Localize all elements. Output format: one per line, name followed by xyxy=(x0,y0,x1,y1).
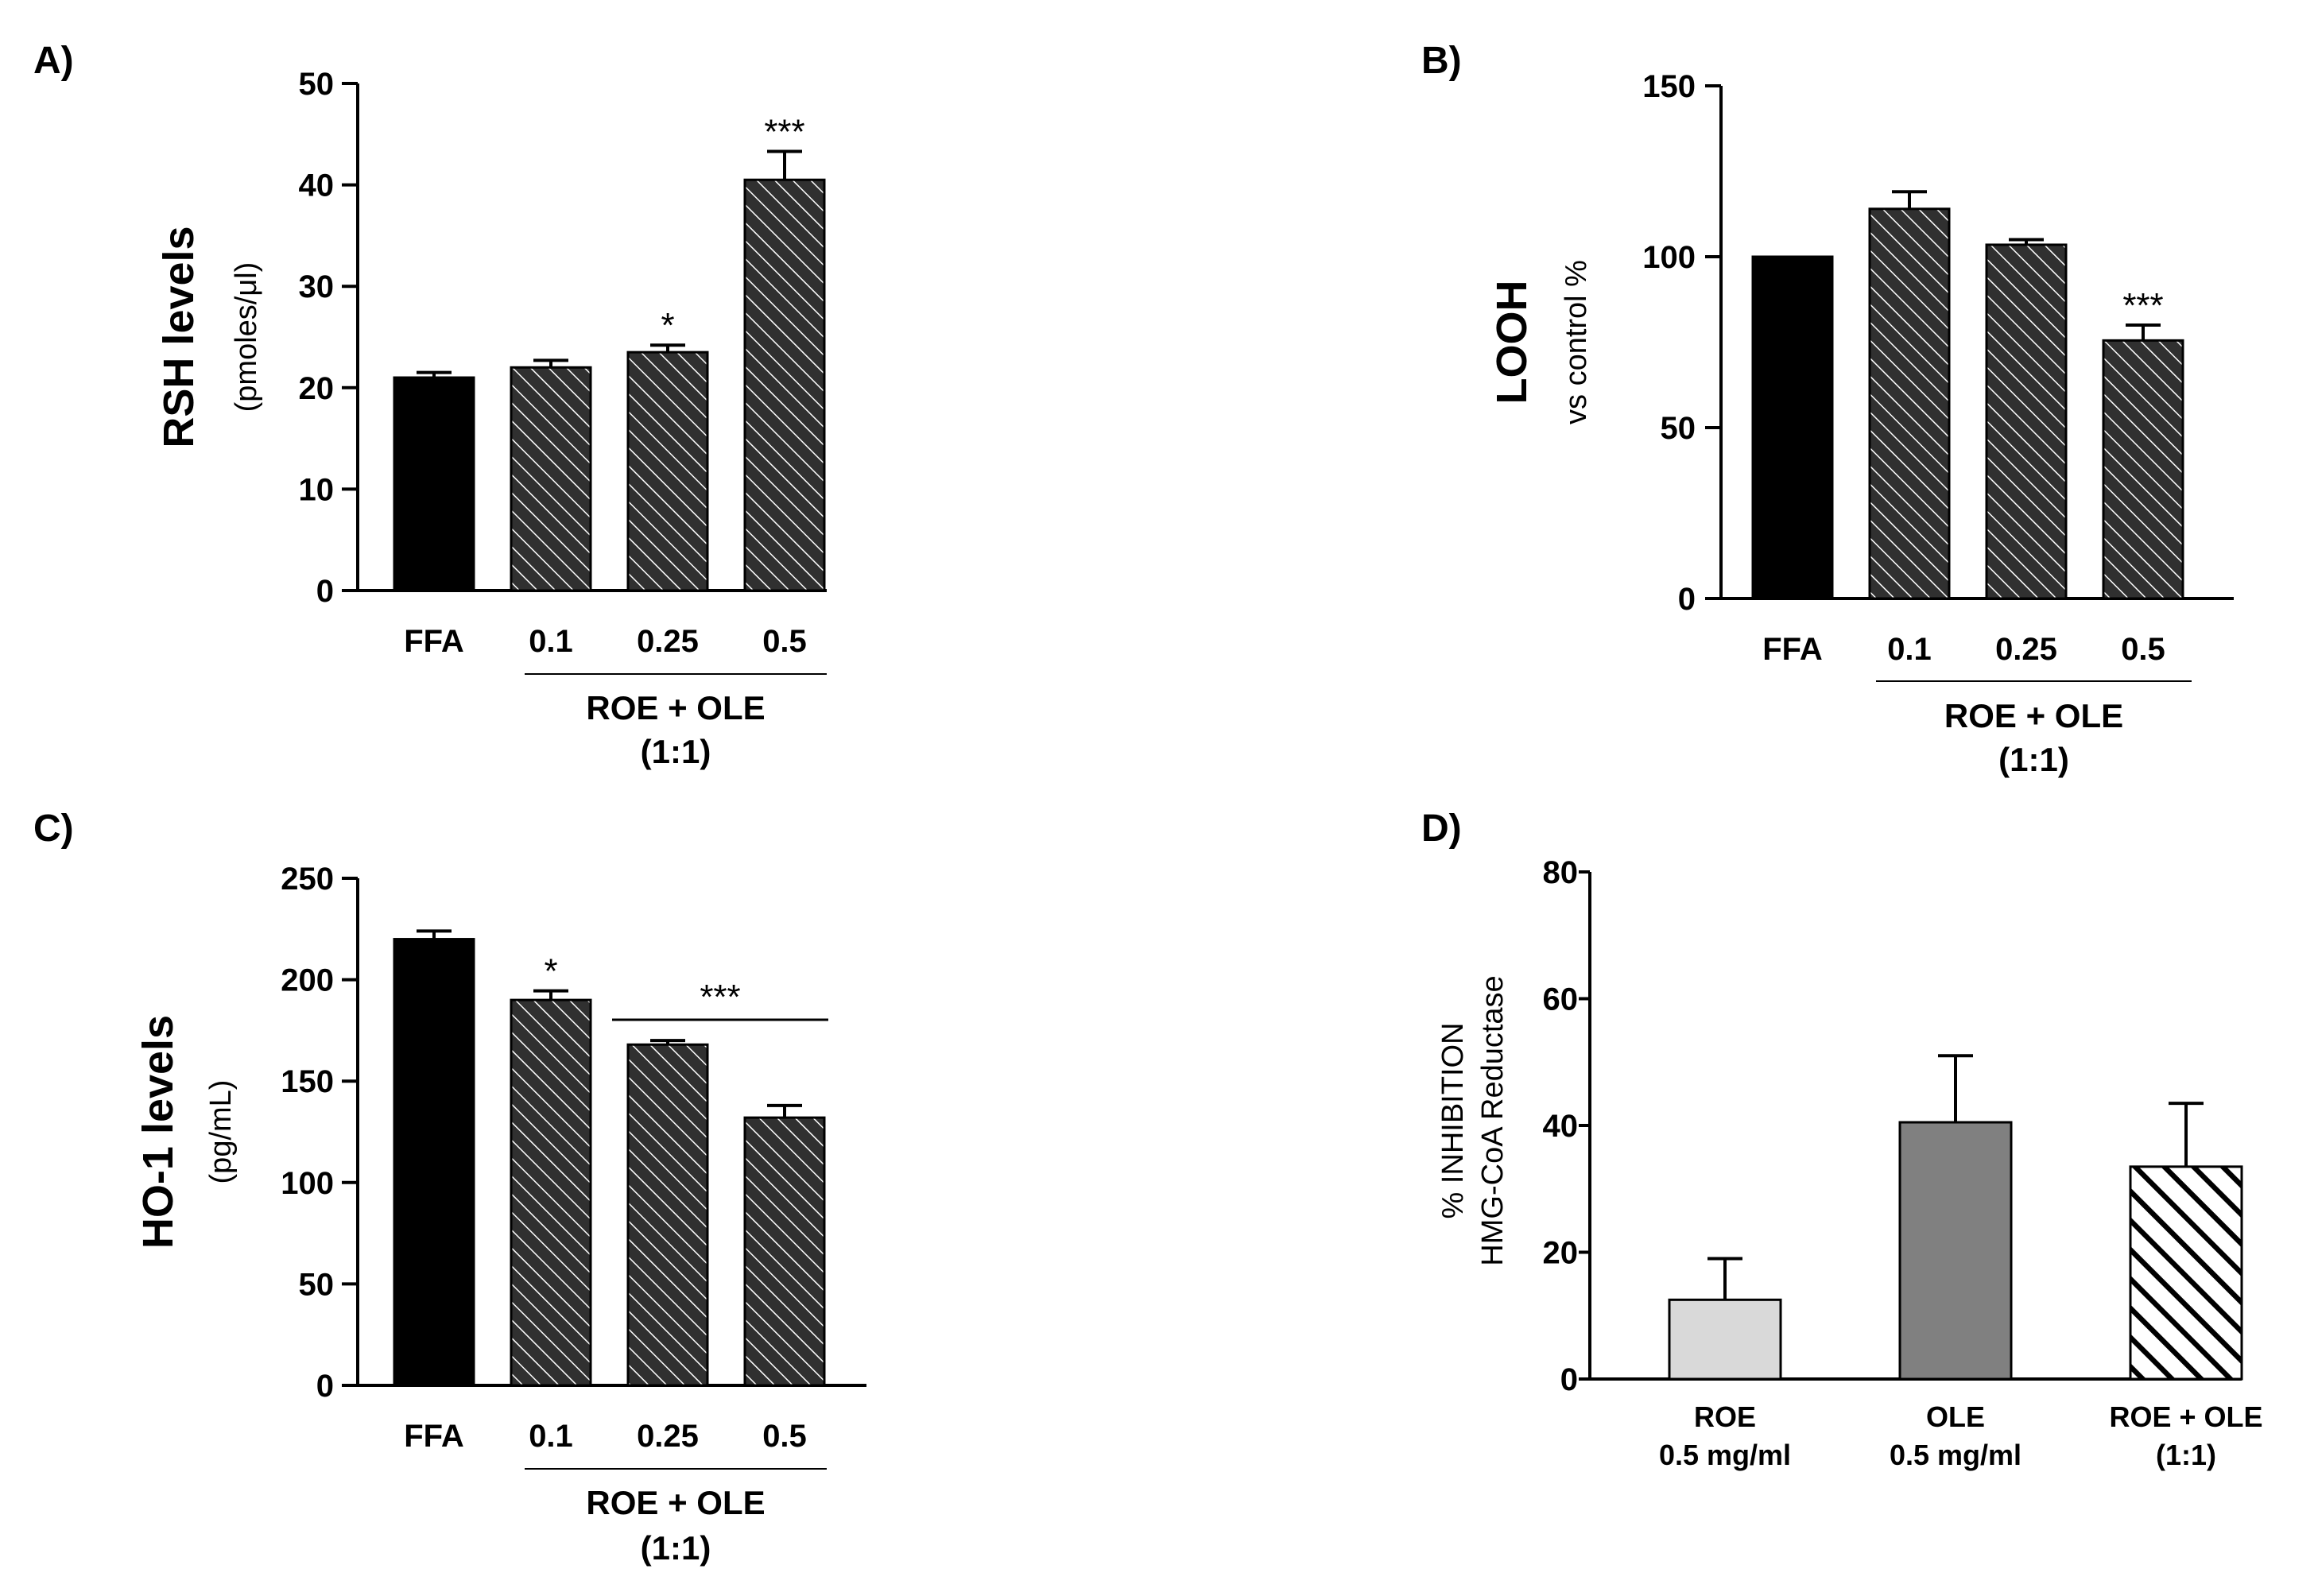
significance-label: *** xyxy=(2122,286,2163,325)
y-tick-label: 0 xyxy=(1678,582,1696,617)
group-label: ROE + OLE xyxy=(586,689,765,726)
x-tick-label: 0.5 mg/ml xyxy=(1890,1439,2021,1471)
x-tick-label: 0.5 xyxy=(762,1419,807,1454)
x-tick-label: FFA xyxy=(1762,632,1823,667)
y-axis-sublabel: vs control % xyxy=(1560,260,1593,424)
y-axis-label: % INHIBITION xyxy=(1436,1022,1470,1218)
y-tick-label: 0 xyxy=(1560,1362,1578,1397)
y-tick-label: 250 xyxy=(281,862,334,897)
x-tick-label: 0.5 xyxy=(762,624,807,659)
panel-b-chart: B) 0 50 100 150 FFA 0.1 0.25 *** 0.5 ROE + OLE (1:1… xyxy=(1421,40,2234,778)
x-tick-label: 0.5 mg/ml xyxy=(1659,1439,1791,1471)
y-tick-label: 30 xyxy=(299,269,335,304)
group-label: ROE + OLE xyxy=(586,1484,765,1521)
panel-label: A) xyxy=(33,40,74,82)
x-tick-label: 0.1 xyxy=(529,624,573,659)
bar xyxy=(626,1043,709,1387)
bar xyxy=(1868,207,1951,600)
y-tick-label: 10 xyxy=(299,472,335,507)
bar xyxy=(626,351,709,592)
bar xyxy=(2102,339,2184,600)
bar xyxy=(1751,255,1834,600)
y-tick-label: 40 xyxy=(299,169,335,203)
y-tick-label: 50 xyxy=(1661,411,1696,446)
group-label: (1:1) xyxy=(641,733,711,770)
group-label: ROE + OLE xyxy=(1944,697,2123,734)
panel-label: D) xyxy=(1421,808,1462,850)
y-axis-label: RSH levels xyxy=(155,226,203,447)
y-tick-label: 0 xyxy=(316,1369,334,1404)
x-tick-label: ROE + OLE xyxy=(2109,1400,2262,1433)
y-tick-label: 50 xyxy=(299,67,335,102)
panel-label: B) xyxy=(1421,40,1462,82)
panel-d-chart: D) 0 20 40 60 80 ROE 0.5 mg/ml OLE 0.5 mg/ml ROE +… xyxy=(1421,808,2263,1471)
y-axis-sublabel: (pg/mL) xyxy=(204,1080,238,1184)
y-tick-label: 100 xyxy=(281,1166,334,1201)
y-tick-label: 100 xyxy=(1642,240,1696,275)
y-tick-label: 20 xyxy=(1543,1236,1579,1271)
significance-label: *** xyxy=(764,112,804,151)
y-tick-label: 80 xyxy=(1543,855,1579,890)
x-tick-label: FFA xyxy=(404,624,464,659)
x-tick-label: 0.25 xyxy=(637,624,699,659)
bar xyxy=(510,366,592,592)
group-label: (1:1) xyxy=(641,1529,711,1567)
y-tick-label: 0 xyxy=(316,574,334,609)
group-label: (1:1) xyxy=(1998,741,2069,778)
bar xyxy=(2129,1165,2243,1381)
y-tick-label: 150 xyxy=(1642,69,1696,104)
y-tick-label: 60 xyxy=(1543,982,1579,1017)
bar xyxy=(393,376,475,592)
bar xyxy=(743,178,826,592)
x-tick-label: OLE xyxy=(1926,1400,1985,1433)
panel-c-chart: C) 0 50 100 150 200 250 FFA * 0.1 0.25 0.5 *** ROE + … xyxy=(33,808,866,1567)
bar xyxy=(510,998,592,1387)
panel-a-chart: A) 0 10 20 30 40 50 FFA 0.1 * 0.25 *** 0.5 ROE + OLE (… xyxy=(33,40,827,770)
significance-label: * xyxy=(544,952,557,991)
x-tick-label: FFA xyxy=(404,1419,464,1454)
panel-label: C) xyxy=(33,808,74,850)
bar xyxy=(393,938,475,1387)
x-tick-label: 0.25 xyxy=(637,1419,699,1454)
y-tick-label: 20 xyxy=(299,371,335,406)
y-tick-label: 40 xyxy=(1543,1109,1579,1144)
y-tick-label: 50 xyxy=(299,1267,335,1302)
y-axis-sublabel: (pmoles/μl) xyxy=(230,262,263,413)
x-tick-label: 0.1 xyxy=(1887,632,1932,667)
x-tick-label: 0.25 xyxy=(1995,632,2057,667)
bar xyxy=(743,1116,826,1387)
x-tick-label: 0.5 xyxy=(2121,632,2165,667)
y-tick-label: 200 xyxy=(281,963,334,998)
x-tick-label: (1:1) xyxy=(2156,1439,2216,1471)
y-tick-label: 150 xyxy=(281,1064,334,1099)
bar xyxy=(1898,1121,2013,1381)
significance-label: * xyxy=(661,306,674,345)
y-axis-label: HO-1 levels xyxy=(134,1015,182,1249)
y-axis-sublabel: HMG-CoA Reductase xyxy=(1476,975,1510,1265)
x-tick-label: ROE xyxy=(1694,1400,1756,1433)
significance-label: *** xyxy=(700,978,740,1017)
bar xyxy=(1985,243,2068,600)
y-axis-label: LOOH xyxy=(1488,281,1536,405)
x-tick-label: 0.1 xyxy=(529,1419,573,1454)
bar xyxy=(1668,1298,1782,1381)
